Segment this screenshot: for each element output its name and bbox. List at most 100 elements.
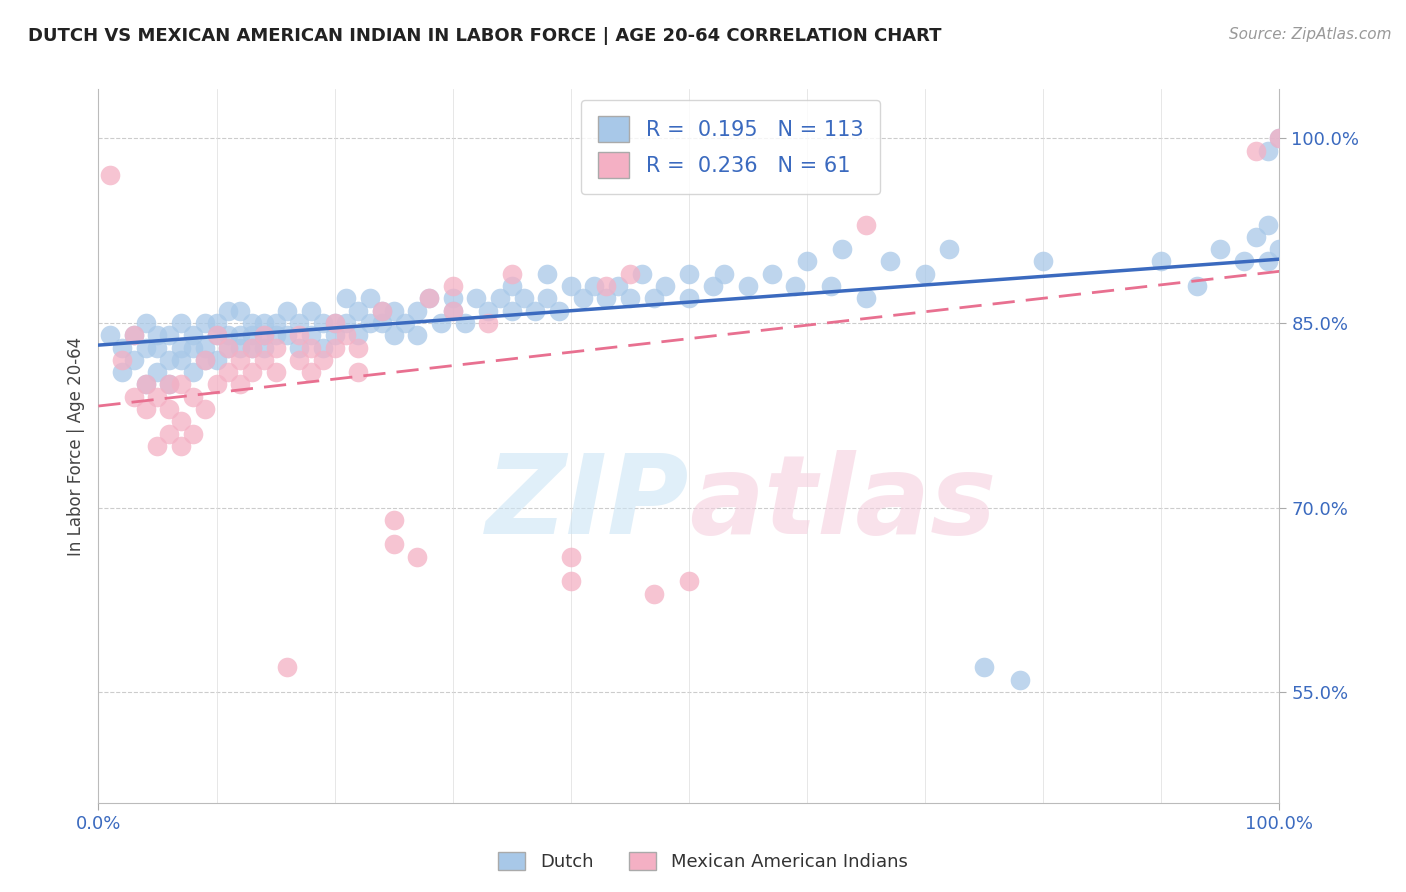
Point [229, 352, 252, 367]
Point [194, 316, 217, 330]
Point [98, 169, 121, 183]
Point [240, 365, 263, 379]
Point [194, 352, 217, 367]
Point [477, 303, 499, 318]
Point [170, 377, 193, 392]
Point [938, 242, 960, 256]
Point [240, 341, 263, 355]
Point [323, 316, 346, 330]
Point [796, 254, 818, 268]
Point [501, 267, 523, 281]
Point [229, 303, 252, 318]
Point [299, 341, 322, 355]
Point [146, 390, 169, 404]
Point [536, 267, 558, 281]
Point [571, 291, 593, 305]
Text: ZIP: ZIP [485, 450, 689, 557]
Point [217, 365, 239, 379]
Point [678, 291, 700, 305]
Point [253, 341, 276, 355]
Point [217, 341, 239, 355]
Point [879, 254, 901, 268]
Point [264, 316, 287, 330]
Point [170, 414, 193, 428]
Point [441, 303, 464, 318]
Point [170, 316, 193, 330]
Point [1244, 144, 1267, 158]
Point [536, 291, 558, 305]
Point [205, 352, 228, 367]
Point [914, 267, 936, 281]
Point [288, 352, 311, 367]
Point [135, 377, 157, 392]
Point [312, 316, 335, 330]
Point [785, 279, 807, 293]
Point [737, 279, 759, 293]
Point [1268, 242, 1291, 256]
Point [181, 328, 204, 343]
Point [194, 402, 217, 417]
Point [418, 291, 440, 305]
Point [122, 390, 145, 404]
Point [157, 426, 180, 441]
Point [299, 365, 322, 379]
Point [643, 291, 665, 305]
Point [253, 328, 276, 343]
Point [288, 341, 311, 355]
Point [347, 365, 370, 379]
Point [489, 291, 512, 305]
Point [229, 377, 252, 392]
Point [194, 341, 217, 355]
Point [406, 303, 429, 318]
Point [312, 341, 335, 355]
Point [276, 303, 298, 318]
Point [217, 303, 239, 318]
Point [406, 549, 429, 564]
Point [678, 267, 700, 281]
Point [1268, 131, 1291, 145]
Point [595, 291, 617, 305]
Point [157, 328, 180, 343]
Point [430, 316, 453, 330]
Point [761, 267, 783, 281]
Point [240, 341, 263, 355]
Point [170, 439, 193, 453]
Point [253, 328, 276, 343]
Point [643, 587, 665, 601]
Point [477, 316, 499, 330]
Point [548, 303, 571, 318]
Point [264, 365, 287, 379]
Point [512, 291, 534, 305]
Point [441, 291, 464, 305]
Point [217, 341, 239, 355]
Point [1244, 230, 1267, 244]
Point [264, 328, 287, 343]
Point [560, 574, 582, 589]
Point [264, 341, 287, 355]
Point [288, 328, 311, 343]
Point [229, 341, 252, 355]
Point [1257, 218, 1279, 232]
Point [382, 537, 405, 551]
Point [418, 291, 440, 305]
Point [453, 316, 475, 330]
Point [371, 303, 394, 318]
Point [157, 402, 180, 417]
Text: DUTCH VS MEXICAN AMERICAN INDIAN IN LABOR FORCE | AGE 20-64 CORRELATION CHART: DUTCH VS MEXICAN AMERICAN INDIAN IN LABO… [28, 27, 942, 45]
Point [323, 328, 346, 343]
Point [157, 377, 180, 392]
Point [181, 341, 204, 355]
Point [441, 279, 464, 293]
Legend: Dutch, Mexican American Indians: Dutch, Mexican American Indians [491, 845, 915, 879]
Point [98, 328, 121, 343]
Point [181, 426, 204, 441]
Point [240, 328, 263, 343]
Point [288, 316, 311, 330]
Point [359, 316, 381, 330]
Text: Source: ZipAtlas.com: Source: ZipAtlas.com [1229, 27, 1392, 42]
Point [205, 328, 228, 343]
Point [312, 352, 335, 367]
Point [170, 341, 193, 355]
Point [702, 279, 724, 293]
Point [630, 267, 652, 281]
